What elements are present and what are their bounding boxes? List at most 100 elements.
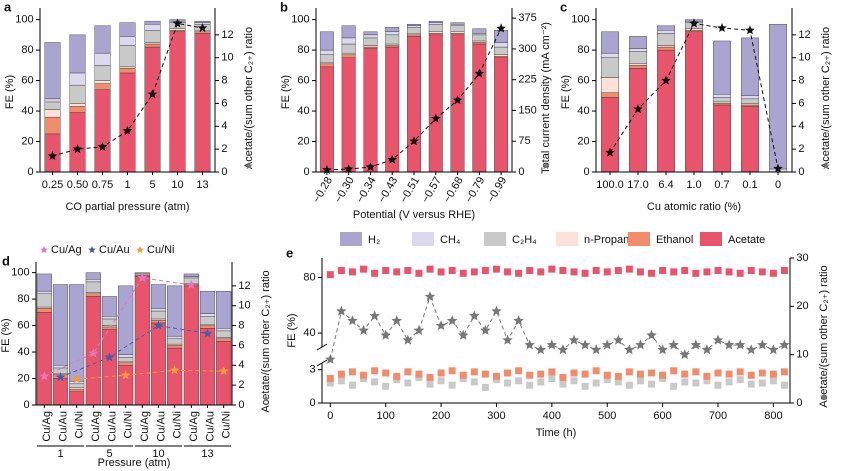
x-tick-label: −0.57 [420, 175, 444, 205]
y-tick-label: 20 [21, 135, 33, 147]
ratio-marker [218, 366, 229, 376]
point [371, 378, 379, 386]
y2-tick-label: 10 [221, 52, 233, 64]
legend-swatch [556, 232, 578, 246]
ratio-marker [431, 113, 441, 123]
bar-segment [741, 95, 759, 100]
point [459, 269, 467, 277]
y2-tick-label: 225 [518, 74, 536, 86]
y-tick-label: 80 [21, 44, 33, 56]
point [481, 383, 489, 391]
panel-label: c [560, 0, 567, 14]
point [391, 315, 402, 326]
y-tick-label: 100 [15, 14, 33, 26]
bar-segment [216, 330, 232, 338]
bar-segment [341, 43, 356, 54]
bar-segment [601, 57, 619, 78]
y2-tick-label: 12 [221, 29, 233, 41]
x-tick-label: 400 [543, 410, 561, 422]
ratio-marker [322, 164, 332, 174]
bar-segment [319, 31, 334, 51]
bar-segment [36, 312, 52, 406]
point [648, 269, 656, 277]
x-tick-label: Cu/Au [155, 411, 167, 442]
bar-segment [44, 116, 61, 135]
point [371, 367, 379, 375]
bar-segment [601, 31, 619, 54]
bar-segment [199, 328, 216, 406]
bar-segment [150, 310, 167, 320]
bar-segment [385, 27, 400, 33]
point [679, 349, 690, 360]
bar-segment [385, 34, 400, 45]
bar-segment [216, 338, 232, 342]
y-tick-label: 0 [27, 166, 33, 178]
y2-tick-label: 0 [221, 166, 227, 178]
bar-segment [94, 89, 111, 173]
bar-segment [69, 106, 86, 113]
bar-segment [341, 52, 356, 55]
point [513, 315, 524, 326]
x-tick-label: Cu/Ni [123, 411, 135, 439]
point [437, 377, 445, 385]
point [504, 369, 512, 377]
point [559, 373, 567, 381]
y-tick-label: 40 [297, 105, 309, 117]
point [734, 339, 746, 350]
point [690, 339, 702, 350]
bar-segment [385, 45, 400, 48]
legend-label: C₂H₄ [512, 234, 537, 246]
ratio-marker [409, 136, 419, 146]
bar-segment [101, 296, 118, 317]
bar-segment [657, 33, 675, 46]
point [736, 368, 744, 376]
bar-segment [713, 103, 731, 106]
bar-segment [472, 28, 487, 34]
bar-segment [450, 22, 465, 25]
y2-tick-label: 300 [518, 43, 536, 55]
legend-marker [88, 246, 96, 254]
y2-tick-label: 375 [518, 12, 536, 24]
legend-marker [40, 246, 48, 254]
y-tick-label: 60 [17, 319, 29, 331]
bar-segment [69, 391, 85, 406]
bar-segment [363, 48, 378, 173]
point [636, 370, 644, 378]
bar-segment [169, 28, 186, 31]
y-tick-label: 20 [17, 372, 29, 384]
y2-tick-label: 75 [518, 135, 530, 147]
y-tick-label: 3 [309, 364, 315, 376]
ratio-line [44, 277, 192, 377]
point [758, 369, 766, 377]
bar-segment [363, 31, 378, 36]
x-tick-label: 300 [487, 410, 505, 422]
point [714, 267, 722, 275]
bar-segment [118, 354, 134, 358]
point [492, 372, 500, 380]
bar-segment [657, 30, 675, 34]
x-tick-label: 200 [432, 410, 450, 422]
point [426, 265, 434, 273]
group-label: 10 [152, 448, 164, 460]
bar-segment [450, 34, 465, 173]
ratio-marker [120, 370, 131, 380]
y-tick-label: 100 [11, 267, 29, 279]
ratio-line [60, 325, 208, 378]
bar-segment [494, 54, 509, 57]
bar-segment [36, 273, 52, 292]
point [360, 371, 368, 379]
bar-segment [69, 383, 85, 388]
point [570, 377, 578, 385]
ratio-marker [55, 372, 66, 382]
point [537, 268, 545, 276]
bar-segment [741, 37, 759, 97]
bar-segment [216, 290, 232, 329]
y-axis-title: FE (%) [0, 318, 12, 352]
point [548, 368, 556, 376]
bar-segment [494, 55, 509, 58]
point [557, 344, 569, 355]
ratio-marker [365, 162, 376, 172]
bar-segment [194, 33, 211, 173]
x-tick-label: −0.34 [354, 175, 378, 205]
point [747, 380, 755, 388]
